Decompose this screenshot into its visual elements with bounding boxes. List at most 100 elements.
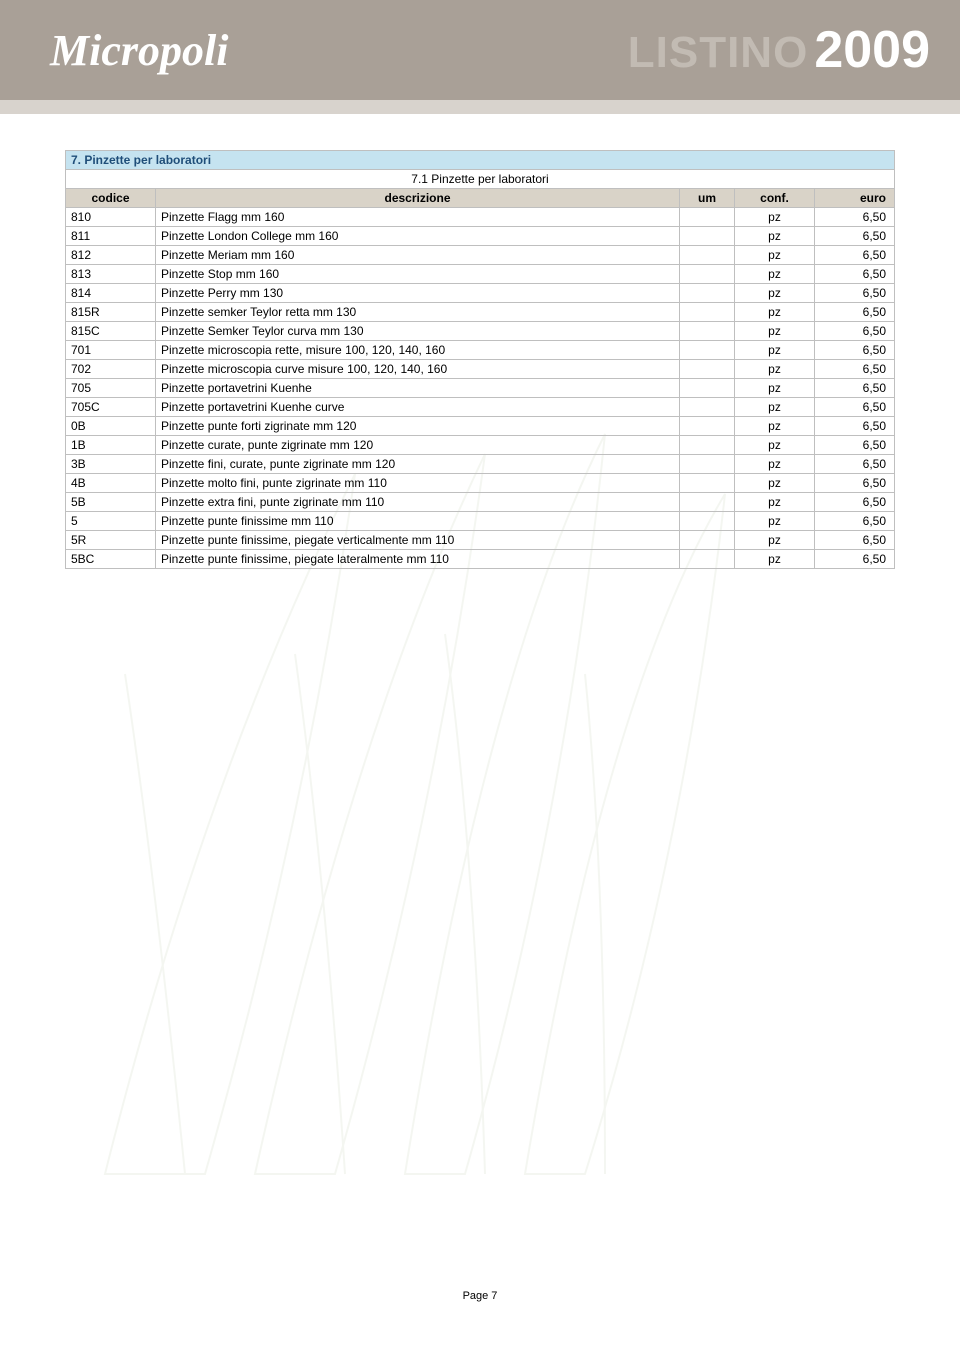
cell-code: 0B [66,417,156,436]
table-row: 0BPinzette punte forti zigrinate mm 120p… [66,417,895,436]
cell-code: 815C [66,322,156,341]
cell-um [680,398,735,417]
cell-euro: 6,50 [815,208,895,227]
cell-code: 5BC [66,550,156,569]
cell-euro: 6,50 [815,474,895,493]
header-year-block: LISTINO2009 [628,20,930,80]
cell-euro: 6,50 [815,284,895,303]
table-row: 5BCPinzette punte finissime, piegate lat… [66,550,895,569]
cell-um [680,531,735,550]
cell-euro: 6,50 [815,436,895,455]
cell-code: 5R [66,531,156,550]
cell-desc: Pinzette portavetrini Kuenhe curve [156,398,680,417]
section-subtitle-row: 7.1 Pinzette per laboratori [66,170,895,189]
cell-conf: pz [735,512,815,531]
cell-conf: pz [735,341,815,360]
page-content: 7. Pinzette per laboratori 7.1 Pinzette … [65,114,895,1314]
page-number: Page 7 [65,1290,895,1302]
cell-conf: pz [735,455,815,474]
cell-code: 811 [66,227,156,246]
cell-euro: 6,50 [815,341,895,360]
cell-um [680,208,735,227]
table-row: 813Pinzette Stop mm 160pz6,50 [66,265,895,284]
cell-conf: pz [735,493,815,512]
cell-conf: pz [735,208,815,227]
price-table: 7. Pinzette per laboratori 7.1 Pinzette … [65,150,895,569]
cell-euro: 6,50 [815,227,895,246]
cell-code: 5B [66,493,156,512]
cell-code: 812 [66,246,156,265]
cell-um [680,455,735,474]
year-label: 2009 [814,20,930,80]
cell-euro: 6,50 [815,398,895,417]
cell-um [680,417,735,436]
cell-um [680,246,735,265]
cell-desc: Pinzette microscopia curve misure 100, 1… [156,360,680,379]
table-row: 705Pinzette portavetrini Kuenhepz6,50 [66,379,895,398]
cell-um [680,265,735,284]
table-body: 810Pinzette Flagg mm 160pz6,50811Pinzett… [66,208,895,569]
cell-code: 705C [66,398,156,417]
cell-desc: Pinzette extra fini, punte zigrinate mm … [156,493,680,512]
table-row: 4BPinzette molto fini, punte zigrinate m… [66,474,895,493]
cell-desc: Pinzette Stop mm 160 [156,265,680,284]
cell-code: 3B [66,455,156,474]
table-row: 810Pinzette Flagg mm 160pz6,50 [66,208,895,227]
cell-euro: 6,50 [815,360,895,379]
cell-desc: Pinzette molto fini, punte zigrinate mm … [156,474,680,493]
col-conf: conf. [735,189,815,208]
cell-conf: pz [735,398,815,417]
cell-euro: 6,50 [815,493,895,512]
table-row: 1BPinzette curate, punte zigrinate mm 12… [66,436,895,455]
listino-label: LISTINO [628,28,809,78]
cell-euro: 6,50 [815,246,895,265]
table-row: 5BPinzette extra fini, punte zigrinate m… [66,493,895,512]
cell-euro: 6,50 [815,303,895,322]
cell-conf: pz [735,227,815,246]
column-header-row: codice descrizione um conf. euro [66,189,895,208]
cell-conf: pz [735,246,815,265]
cell-euro: 6,50 [815,265,895,284]
cell-desc: Pinzette Semker Teylor curva mm 130 [156,322,680,341]
cell-conf: pz [735,417,815,436]
cell-conf: pz [735,284,815,303]
cell-code: 5 [66,512,156,531]
cell-desc: Pinzette semker Teylor retta mm 130 [156,303,680,322]
cell-code: 813 [66,265,156,284]
cell-euro: 6,50 [815,379,895,398]
cell-um [680,303,735,322]
document-header: Micropoli LISTINO2009 [0,0,960,100]
cell-euro: 6,50 [815,417,895,436]
cell-code: 701 [66,341,156,360]
cell-conf: pz [735,360,815,379]
section-subtitle: 7.1 Pinzette per laboratori [66,170,895,189]
cell-desc: Pinzette fini, curate, punte zigrinate m… [156,455,680,474]
cell-desc: Pinzette punte finissime mm 110 [156,512,680,531]
col-euro: euro [815,189,895,208]
cell-conf: pz [735,379,815,398]
cell-desc: Pinzette portavetrini Kuenhe [156,379,680,398]
table-row: 701Pinzette microscopia rette, misure 10… [66,341,895,360]
table-row: 814Pinzette Perry mm 130pz6,50 [66,284,895,303]
cell-um [680,227,735,246]
col-um: um [680,189,735,208]
cell-euro: 6,50 [815,322,895,341]
cell-um [680,550,735,569]
cell-um [680,474,735,493]
table-row: 815RPinzette semker Teylor retta mm 130p… [66,303,895,322]
cell-euro: 6,50 [815,455,895,474]
cell-um [680,436,735,455]
cell-euro: 6,50 [815,531,895,550]
cell-desc: Pinzette punte finissime, piegate vertic… [156,531,680,550]
col-descrizione: descrizione [156,189,680,208]
header-strip [0,100,960,114]
cell-desc: Pinzette London College mm 160 [156,227,680,246]
cell-code: 815R [66,303,156,322]
cell-um [680,493,735,512]
cell-code: 702 [66,360,156,379]
cell-conf: pz [735,550,815,569]
table-row: 5RPinzette punte finissime, piegate vert… [66,531,895,550]
cell-code: 810 [66,208,156,227]
cell-conf: pz [735,531,815,550]
section-title: 7. Pinzette per laboratori [66,151,895,170]
